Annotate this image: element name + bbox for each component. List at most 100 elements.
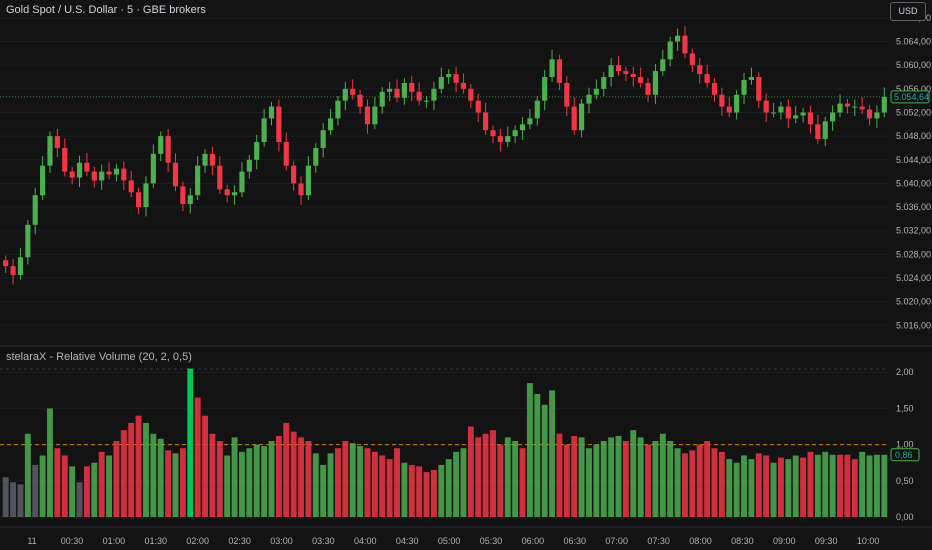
candle-body [852, 106, 858, 108]
candle-body [99, 171, 105, 181]
price-tick-label: 5.052,00 [896, 107, 931, 117]
volume-tick-label: 2,00 [896, 367, 914, 377]
volume-bar [696, 444, 703, 517]
time-tick-label: 02:30 [228, 536, 251, 546]
candle-body [47, 136, 53, 166]
candle-body [697, 65, 703, 75]
candle-body [195, 165, 201, 196]
volume-bar [327, 453, 334, 517]
candle-body [291, 165, 297, 184]
volume-bar [475, 437, 482, 517]
volume-bar [556, 433, 563, 517]
candle-body [756, 77, 762, 101]
time-tick-label: 06:30 [564, 536, 587, 546]
volume-bar [194, 397, 201, 517]
candle-body [10, 266, 16, 276]
candle-body [800, 112, 806, 116]
volume-bar [704, 441, 711, 517]
volume-bar [777, 457, 784, 517]
volume-bar [150, 433, 157, 517]
volume-bar [305, 441, 312, 517]
candle-body [342, 88, 348, 101]
price-tick-label: 5.040,00 [896, 178, 931, 188]
candle-body [542, 77, 548, 101]
volume-bar [290, 431, 297, 517]
volume-bar [386, 459, 393, 517]
volume-bar [416, 466, 423, 517]
candle-body [785, 106, 791, 119]
volume-tick-label: 0,50 [896, 476, 914, 486]
candle-body [350, 88, 356, 95]
candle-body [490, 130, 496, 137]
time-tick-label: 02:00 [186, 536, 209, 546]
volume-bar [430, 469, 437, 517]
candle-body [601, 77, 607, 89]
volume-bar [741, 455, 747, 517]
time-tick-label: 04:00 [354, 536, 377, 546]
candle-body [187, 195, 193, 205]
candle-body [682, 35, 688, 54]
candle-body [401, 82, 407, 98]
volume-bar [17, 484, 24, 517]
volume-bar [659, 433, 666, 517]
candle-body [579, 103, 585, 131]
candle-body [534, 100, 540, 119]
candle-body [394, 88, 400, 98]
volume-bar [674, 448, 681, 517]
candle-body [128, 180, 134, 193]
volume-bar [652, 441, 659, 517]
volume-bar [253, 444, 260, 517]
volume-bar [549, 390, 556, 517]
candle-body [313, 147, 319, 166]
volume-bar [24, 433, 31, 517]
price-tick-label: 5.028,00 [896, 249, 931, 259]
candle-body [254, 142, 260, 160]
candle-body [822, 121, 828, 140]
volume-bar [866, 455, 873, 517]
candle-body [770, 112, 777, 114]
volume-bar [268, 441, 275, 517]
candle-body [231, 192, 238, 196]
candle-body [357, 94, 363, 107]
time-tick-label: 05:30 [480, 536, 503, 546]
price-tick-label: 5.048,00 [896, 131, 931, 141]
currency-button[interactable]: USD [890, 2, 926, 21]
volume-bar [342, 441, 349, 517]
candle-body [106, 171, 112, 175]
candle-body [711, 82, 718, 95]
candle-body [763, 100, 769, 113]
candle-body [483, 112, 489, 131]
candle-body [283, 142, 289, 166]
candle-body [423, 100, 430, 102]
volume-bar [733, 462, 740, 517]
volume-bar [563, 444, 570, 517]
volume-bar [371, 451, 378, 517]
volume-bar [600, 441, 607, 517]
volume-bar [445, 459, 452, 517]
volume-bar [10, 482, 17, 517]
price-tick-label: 5.016,00 [896, 320, 931, 330]
volume-bar [98, 451, 105, 517]
candle-body [497, 136, 503, 143]
candle-body [512, 130, 518, 137]
volume-bar [394, 448, 400, 517]
volume-bar [275, 435, 282, 517]
candle-body [689, 53, 695, 66]
candle-body [460, 82, 467, 89]
volume-bar [851, 459, 858, 517]
candle-body [726, 106, 732, 113]
candle-body [438, 77, 444, 89]
time-tick-label: 01:30 [145, 536, 168, 546]
candle-body [859, 106, 865, 110]
candle-body [298, 183, 304, 196]
time-tick-label: 06:00 [522, 536, 545, 546]
candle-body [527, 118, 533, 125]
candle-body [54, 136, 60, 148]
candle-body [778, 106, 784, 113]
volume-bar [844, 454, 851, 517]
candle-body [431, 88, 437, 101]
volume-bar [519, 448, 526, 517]
volume-bar [645, 444, 651, 517]
candle-body [40, 165, 46, 196]
